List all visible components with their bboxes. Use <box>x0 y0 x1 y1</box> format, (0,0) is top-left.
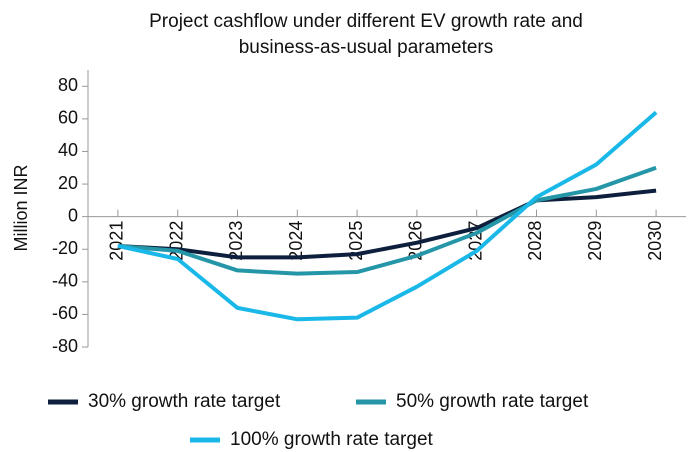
y-tick-label: 80 <box>58 75 78 95</box>
line-series <box>117 188 657 260</box>
x-tick-label: 2026 <box>406 221 426 261</box>
line-series <box>117 165 657 276</box>
y-tick-label: 60 <box>58 108 78 128</box>
x-tick-label: 2023 <box>226 221 246 261</box>
x-tick-label: 2024 <box>286 221 306 261</box>
legend-label: 50% growth rate target <box>396 391 589 412</box>
legend-label: 100% growth rate target <box>230 429 434 450</box>
chart-title: business-as-usual parameters <box>239 37 494 58</box>
y-tick-label: 0 <box>68 205 78 225</box>
y-tick-label: -20 <box>52 238 78 258</box>
y-tick-label: 40 <box>58 140 78 160</box>
x-tick-label: 2030 <box>645 221 665 261</box>
line-series <box>117 110 658 322</box>
y-tick-label: 20 <box>58 173 78 193</box>
y-tick-label: -80 <box>52 336 78 356</box>
legend-label: 30% growth rate target <box>88 391 281 412</box>
x-tick-label: 2021 <box>107 221 127 261</box>
y-tick-label: -60 <box>52 303 78 323</box>
y-axis-label: Million INR <box>11 164 31 251</box>
x-tick-label: 2028 <box>525 221 545 261</box>
x-tick-label: 2025 <box>346 221 366 261</box>
x-tick-label: 2029 <box>585 221 605 261</box>
y-tick-label: -40 <box>52 271 78 291</box>
chart-title: Project cashflow under different EV grow… <box>149 11 583 32</box>
